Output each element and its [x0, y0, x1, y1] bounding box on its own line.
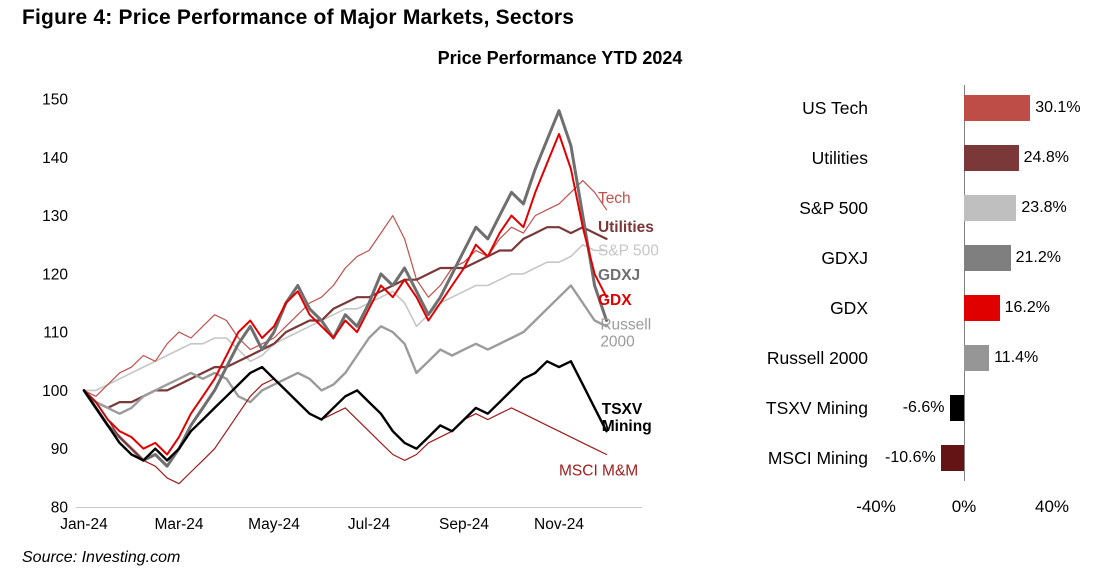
bar-category-label: US Tech	[802, 97, 868, 118]
bar-value-label: -6.6%	[902, 399, 945, 416]
series-line-utilities	[82, 226, 608, 409]
y-axis-tick-label: 150	[42, 92, 68, 109]
series-line-tsxv-mining	[82, 360, 608, 462]
series-line-msci-m-m	[83, 378, 608, 485]
bar-row-s-p-500: S&P 500 23.8%	[700, 183, 1100, 233]
bar-value-label: 30.1%	[1035, 99, 1081, 116]
chart-title: Price Performance YTD 2024	[437, 48, 683, 68]
y-axis-tick-label: 110	[43, 325, 68, 342]
series-line-gdxj	[82, 109, 608, 468]
line-chart: 80 90 100 110 120 130 140 150 Jan-24 Mar-24 May-24…	[18, 85, 662, 547]
x-axis-tick-label: Sep-24	[439, 516, 489, 533]
y-axis-tick-label: 130	[42, 208, 68, 225]
bar-chart: US Tech 30.1% Utilities 24.8% S&P 500 23.8% GD…	[700, 83, 1100, 519]
figure-title: Figure 4: Price Performance of Major Mar…	[22, 6, 575, 29]
y-axis-tick-label: 100	[42, 383, 68, 400]
y-axis-tick-label: 80	[51, 500, 69, 517]
series-label-tsxv-mining: TSXV	[602, 401, 643, 418]
bar-x-axis-tick-label: 40%	[1034, 497, 1070, 516]
bar-value-label: 16.2%	[1004, 299, 1050, 316]
bar-track: 30.1%	[876, 94, 1081, 122]
bar-gdx	[964, 295, 1000, 321]
bar-track: 21.2%	[876, 244, 1061, 272]
bar-x-axis-tick-label: -40%	[856, 497, 896, 516]
series-label-msci-m-m: MSCI M&M	[559, 462, 638, 479]
bar-track: -6.6%	[876, 394, 1052, 422]
y-axis-tick-label: 120	[42, 266, 68, 283]
bar-s-p-500	[964, 195, 1017, 221]
series-line-s-p-500	[83, 243, 608, 392]
bar-track: 11.4%	[876, 344, 1052, 372]
bar-russell-2000	[964, 345, 990, 371]
bar-x-axis-tick-label: 0%	[951, 497, 977, 516]
series-line-russell-2000	[82, 284, 608, 415]
bar-category-label: GDXJ	[821, 247, 868, 268]
bar-track: 23.8%	[876, 194, 1067, 222]
series-label-s-p-500: S&P 500	[598, 243, 659, 260]
bar-category-label: TSXV Mining	[765, 397, 868, 418]
bar-category-label: Utilities	[811, 147, 868, 168]
zero-axis-line	[964, 85, 965, 481]
series-label-tech: Tech	[598, 190, 631, 207]
series-label-utilities: Utilities	[598, 219, 654, 236]
bar-category-label: Russell 2000	[766, 347, 868, 368]
bar-value-label: 21.2%	[1015, 249, 1061, 266]
y-axis-tick-label: 90	[51, 441, 69, 458]
x-axis-tick-label: May-24	[248, 516, 300, 533]
bar-row-gdx: GDX 16.2%	[700, 283, 1100, 333]
series-label-gdx: GDX	[598, 292, 632, 309]
source-note: Source: Investing.com	[22, 549, 181, 566]
bar-x-axis: -40% 0% 40%	[856, 497, 1069, 519]
bar-us-tech	[964, 95, 1031, 121]
bar-tsxv-mining	[949, 395, 964, 421]
bar-value-label: 24.8%	[1023, 149, 1069, 166]
bar-track: 24.8%	[876, 144, 1069, 172]
bar-row-tsxv-mining: TSXV Mining -6.6%	[700, 383, 1100, 433]
bar-rows: US Tech 30.1% Utilities 24.8% S&P 500 23.8% GD…	[700, 83, 1100, 483]
bar-row-msci-mining: MSCI Mining -10.6%	[700, 433, 1100, 483]
bar-value-label: -10.6%	[885, 449, 936, 466]
bar-track: -10.6%	[876, 444, 1052, 472]
y-axis-tick-label: 140	[42, 150, 68, 167]
bar-gdxj	[964, 245, 1011, 271]
bar-row-russell-2000: Russell 2000 11.4%	[700, 333, 1100, 383]
series-label-russell-2000: 2000	[600, 334, 635, 351]
x-axis-tick-label: Jul-24	[348, 516, 391, 533]
line-chart-svg: 80 90 100 110 120 130 140 150 Jan-24 Mar-24 May-24…	[42, 92, 659, 534]
x-axis-tick-label: Mar-24	[154, 516, 203, 533]
bar-value-label: 11.4%	[994, 349, 1039, 366]
series-label-russell-2000: Russell	[600, 317, 651, 334]
bar-category-label: MSCI Mining	[767, 447, 868, 468]
bar-msci-mining	[940, 445, 964, 471]
x-axis-tick-label: Nov-24	[534, 516, 584, 533]
bar-row-us-tech: US Tech 30.1%	[700, 83, 1100, 133]
bar-category-label: S&P 500	[799, 197, 868, 218]
bar-value-label: 23.8%	[1021, 199, 1067, 216]
bar-row-gdxj: GDXJ 21.2%	[700, 233, 1100, 283]
bar-track: 16.2%	[876, 294, 1052, 322]
bar-category-label: GDX	[830, 297, 868, 318]
series-label-tsxv-mining: Mining	[602, 418, 652, 435]
bar-utilities	[964, 145, 1019, 171]
series-label-gdxj: GDXJ	[598, 267, 640, 284]
x-axis-tick-label: Jan-24	[60, 516, 108, 533]
series-line-gdx	[83, 133, 608, 456]
series-line-tech	[83, 179, 608, 397]
bar-row-utilities: Utilities 24.8%	[700, 133, 1100, 183]
